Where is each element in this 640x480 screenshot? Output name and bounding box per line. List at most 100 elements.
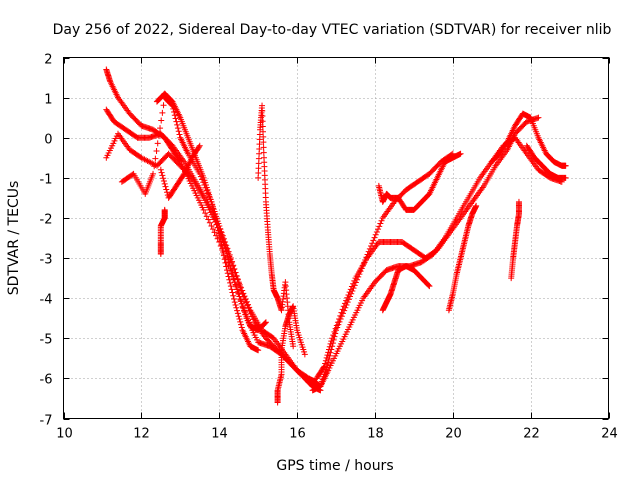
data-point xyxy=(336,316,343,323)
data-point xyxy=(337,312,344,319)
data-point xyxy=(346,289,353,296)
data-point xyxy=(202,210,209,217)
data-point xyxy=(377,220,384,227)
data-point xyxy=(238,324,245,331)
data-point xyxy=(150,170,157,177)
data-point xyxy=(226,259,233,266)
data-point xyxy=(233,272,240,279)
data-point xyxy=(301,351,308,358)
data-point xyxy=(224,251,230,258)
chart-title: Day 256 of 2022, Sidereal Day-to-day VTE… xyxy=(53,22,612,38)
y-tick-label: 2 xyxy=(44,53,52,68)
data-point xyxy=(321,363,328,370)
data-point xyxy=(173,118,180,125)
y-tick-label: 1 xyxy=(44,93,52,108)
data-point xyxy=(241,293,248,300)
data-point xyxy=(236,316,243,323)
y-tick-label: -5 xyxy=(40,333,53,348)
data-point xyxy=(218,231,225,238)
data-point xyxy=(176,131,183,138)
data-point xyxy=(160,102,167,109)
data-point xyxy=(213,232,220,239)
data-point xyxy=(152,155,159,162)
data-point xyxy=(242,295,249,302)
data-point xyxy=(206,219,213,226)
data-point xyxy=(328,338,335,345)
data-point xyxy=(378,217,385,224)
data-point xyxy=(376,223,383,230)
data-point xyxy=(232,301,239,308)
satellite-track-13 xyxy=(375,150,464,213)
data-point xyxy=(347,286,354,293)
data-point xyxy=(161,180,168,187)
y-tick-label: -6 xyxy=(40,373,53,388)
data-point xyxy=(235,313,242,320)
y-tick-label: -2 xyxy=(40,213,53,228)
y-tick-label: -4 xyxy=(40,293,53,308)
x-tick-label: 10 xyxy=(56,427,73,442)
x-axis-label: GPS time / hours xyxy=(276,458,393,474)
data-point xyxy=(231,276,238,283)
data-point xyxy=(233,304,240,311)
data-point xyxy=(259,102,266,109)
data-point xyxy=(158,117,165,124)
data-point xyxy=(371,234,378,241)
data-point xyxy=(535,114,542,121)
data-point xyxy=(208,222,215,229)
data-point xyxy=(368,243,375,250)
data-point xyxy=(341,300,348,307)
data-point xyxy=(158,169,165,176)
data-point xyxy=(154,140,161,147)
data-point xyxy=(157,125,164,132)
data-point xyxy=(332,325,339,332)
data-point xyxy=(195,143,202,150)
data-point xyxy=(259,107,266,114)
data-point xyxy=(216,222,223,229)
data-point xyxy=(220,237,227,244)
data-point xyxy=(239,287,246,294)
plot-frame xyxy=(63,57,609,419)
data-point xyxy=(153,147,160,154)
data-point xyxy=(259,118,266,125)
data-point xyxy=(562,162,569,169)
satellite-track-9 xyxy=(274,303,308,406)
data-points xyxy=(103,66,569,406)
data-point xyxy=(262,320,269,327)
data-point xyxy=(200,206,207,213)
data-point xyxy=(231,299,238,306)
data-point xyxy=(228,267,235,274)
data-point xyxy=(240,290,247,297)
y-tick-label: 0 xyxy=(44,133,52,148)
data-point xyxy=(196,142,203,149)
data-point xyxy=(370,237,377,244)
data-point xyxy=(151,163,158,170)
data-point xyxy=(220,249,227,256)
data-point xyxy=(331,328,338,335)
data-point xyxy=(174,125,181,132)
data-point xyxy=(375,226,382,233)
data-point xyxy=(326,343,333,350)
data-point xyxy=(237,318,244,325)
data-point xyxy=(219,234,226,241)
data-point xyxy=(230,292,237,299)
data-point xyxy=(159,109,166,116)
data-point xyxy=(325,349,332,356)
data-point xyxy=(345,291,352,298)
data-point xyxy=(260,144,267,151)
data-point xyxy=(238,321,245,328)
x-tick-label: 18 xyxy=(367,427,384,442)
data-point xyxy=(174,121,181,128)
data-point xyxy=(323,354,330,361)
data-point xyxy=(515,198,522,205)
data-point xyxy=(255,347,262,354)
data-point xyxy=(243,298,250,305)
satellite-track-15 xyxy=(445,202,480,314)
data-point xyxy=(225,256,232,263)
data-point xyxy=(334,319,341,326)
satellite-track-7 xyxy=(157,206,168,258)
data-point xyxy=(232,269,239,276)
y-axis-label: SDTVAR / TECUs xyxy=(6,181,22,296)
data-point xyxy=(369,240,376,247)
x-tick-label: 12 xyxy=(133,427,150,442)
